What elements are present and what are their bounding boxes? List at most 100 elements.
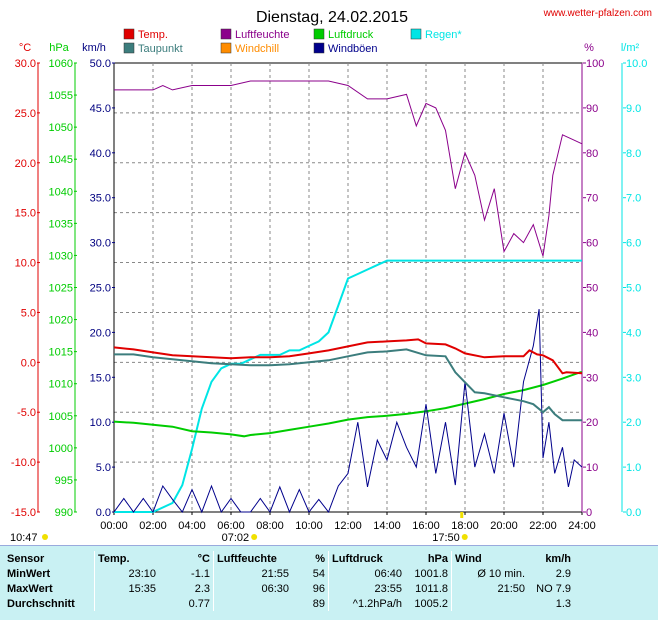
sun-icon	[461, 534, 468, 540]
wind-time: Ø 10 min.	[451, 566, 528, 581]
temp-axis-tick-label: 20.0	[15, 158, 36, 170]
row-label: MaxWert	[7, 582, 53, 595]
humidity-axis-tick-label: 50	[586, 283, 598, 295]
header-wind: Wind	[451, 551, 528, 566]
rain-axis-tick-label: 5.0	[626, 283, 641, 295]
wind-axis-tick-label: 35.0	[90, 193, 111, 205]
rain-axis-tick-label: 9.0	[626, 103, 641, 115]
header-pressure: Luftdruck	[328, 551, 405, 566]
header-humidity: Luftfeuchte	[213, 551, 292, 566]
temp-time: 23:10	[94, 566, 159, 581]
header-temp: Temp.	[94, 551, 159, 566]
legend-label: Taupunkt	[138, 43, 183, 55]
wind-axis-tick-label: 40.0	[90, 148, 111, 160]
rain-axis-tick-label: 3.0	[626, 372, 641, 384]
wind-axis-tick-label: 5.0	[96, 462, 111, 474]
humidity-time: 06:30	[213, 581, 292, 596]
humidity-axis-tick-label: 0	[586, 507, 592, 519]
rain-axis-tick-label: 10.0	[626, 58, 647, 70]
header-sensor: Sensor	[7, 552, 45, 565]
wind-axis-tick-label: 0.0	[96, 507, 111, 519]
humidity-time: 21:55	[213, 566, 292, 581]
rain-unit-label: l/m²	[621, 42, 640, 54]
x-tick-label: 22:00	[529, 520, 557, 532]
x-tick-label: 16:00	[412, 520, 440, 532]
legend-label: Regen*	[425, 29, 462, 41]
wind-axis-tick-label: 30.0	[90, 238, 111, 250]
pressure-unit-label: hPa	[49, 42, 69, 54]
temp-time	[94, 596, 159, 611]
humidity-axis-tick-label: 60	[586, 238, 598, 250]
legend-swatch	[220, 42, 232, 54]
left-time-label: 10:47	[10, 532, 38, 544]
rain-axis-tick-label: 8.0	[626, 148, 641, 160]
temp-value: 2.3	[194, 582, 210, 595]
sun-icon	[42, 534, 48, 540]
x-tick-label: 08:00	[256, 520, 284, 532]
humidity-unit-label: %	[584, 42, 594, 54]
stats-row-average: Durchschnitt 0.77 89 ^1.2hPa/h 1005.2 1.…	[4, 596, 574, 611]
wind-axis-tick-label: 20.0	[90, 327, 111, 339]
humidity-axis-tick-label: 10	[586, 462, 598, 474]
row-label: MinWert	[7, 567, 51, 580]
temp-axis-tick-label: 5.0	[21, 307, 36, 319]
wind-axis-tick-label: 10.0	[90, 417, 111, 429]
temp-unit-label: °C	[19, 42, 31, 54]
pressure-axis-tick-label: 1015	[49, 347, 73, 359]
x-tick-label: 04:00	[178, 520, 206, 532]
humidity-value: 54	[312, 567, 325, 580]
source-link: www.wetter-pfalzen.com	[543, 8, 652, 19]
humidity-time	[213, 596, 292, 611]
humidity-axis-tick-label: 20	[586, 417, 598, 429]
x-tick-label: 06:00	[217, 520, 245, 532]
series-line-luftfeuchte	[114, 80, 583, 257]
temp-value: -1.1	[191, 567, 210, 580]
pressure-axis-tick-label: 1055	[49, 90, 73, 102]
x-tick-label: 10:00	[295, 520, 323, 532]
rain-axis-tick-label: 1.0	[626, 462, 641, 474]
x-tick-label: 18:00	[451, 520, 479, 532]
pressure-time: 06:40	[328, 566, 405, 581]
sunrise-time: 07:02	[222, 532, 250, 544]
sunset-time: 17:50	[432, 532, 460, 544]
series-line-regen	[114, 259, 582, 513]
pressure-axis-tick-label: 1035	[49, 218, 73, 230]
temp-value: 0.77	[188, 597, 210, 610]
pressure-axis-tick-label: 1010	[49, 379, 73, 391]
temp-axis-tick-label: -5.0	[17, 407, 36, 419]
temp-axis-tick-label: 15.0	[15, 208, 36, 220]
pressure-axis-tick-label: 1000	[49, 443, 73, 455]
humidity-axis-tick-label: 100	[586, 58, 604, 70]
legend-label: Windchill	[235, 43, 279, 55]
series-line-taupunkt	[114, 348, 582, 422]
pressure-axis-tick-label: 1040	[49, 186, 73, 198]
temp-time: 15:35	[94, 581, 159, 596]
humidity-axis-tick-label: 70	[586, 193, 598, 205]
wind-time: 21:50	[451, 581, 528, 596]
humidity-axis-tick-label: 80	[586, 148, 598, 160]
header-humidity-unit: %	[315, 552, 325, 565]
wind-axis-tick-label: 15.0	[90, 372, 111, 384]
x-tick-label: 00:00	[100, 520, 128, 532]
legend-label: Temp.	[138, 29, 168, 41]
legend-label: Windböen	[328, 43, 378, 55]
legend-label: Luftfeuchte	[235, 29, 289, 41]
series-line-windböen	[113, 309, 583, 514]
wind-axis-tick-label: 45.0	[90, 103, 111, 115]
wind-value: 2.9	[555, 567, 571, 580]
x-tick-label: 24:00	[568, 520, 596, 532]
x-tick-label: 20:00	[490, 520, 518, 532]
x-tick-label: 12:00	[334, 520, 362, 532]
legend-swatch	[410, 28, 422, 40]
chart-title: Dienstag, 24.02.2015	[256, 9, 408, 26]
temp-axis-tick-label: -15.0	[11, 507, 36, 519]
humidity-axis-tick-label: 90	[586, 103, 598, 115]
pressure-value: 1001.8	[414, 567, 448, 580]
sun-icon	[251, 534, 258, 540]
wind-value: 1.3	[555, 597, 571, 610]
x-tick-label: 02:00	[139, 520, 167, 532]
wind-axis-tick-label: 25.0	[90, 283, 111, 295]
legend-swatch	[123, 28, 135, 40]
rain-axis-tick-label: 4.0	[626, 327, 641, 339]
